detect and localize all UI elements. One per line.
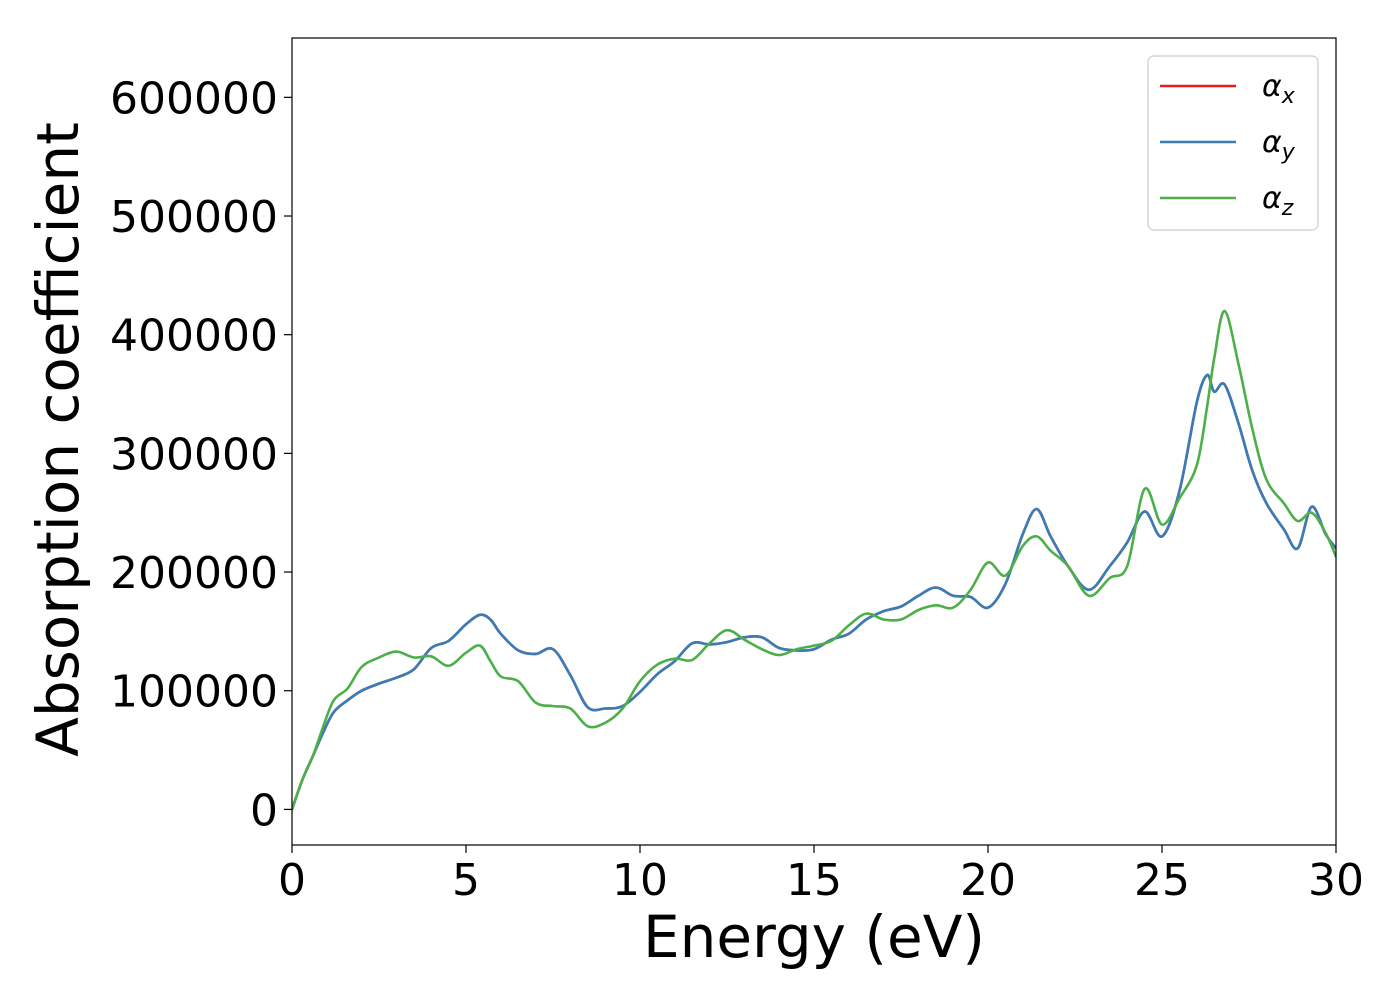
y-tick-label: 0 <box>250 785 278 836</box>
y-axis: 0 100000 200000 300000 400000 500000 600000 <box>110 73 292 836</box>
x-axis: 0 5 10 15 20 25 30 <box>278 845 1364 906</box>
legend-label-alpha-x: αx <box>1262 69 1296 109</box>
legend: αx αy αz <box>1147 55 1319 231</box>
series-line-alpha-y <box>292 373 1336 811</box>
x-tick-label: 10 <box>612 855 668 906</box>
legend-label-alpha-y: αy <box>1262 125 1296 165</box>
y-tick-label: 100000 <box>110 667 278 718</box>
x-tick-label: 15 <box>786 855 842 906</box>
x-tick-label: 30 <box>1308 855 1364 906</box>
x-tick-label: 0 <box>278 855 306 906</box>
y-tick-label: 400000 <box>110 311 278 362</box>
y-tick-label: 500000 <box>110 192 278 243</box>
x-tick-label: 5 <box>452 855 480 906</box>
x-tick-label: 20 <box>960 855 1016 906</box>
x-axis-title: Energy (eV) <box>643 903 985 971</box>
series-line-alpha-z <box>292 309 1336 811</box>
series-line-alpha-x <box>292 373 1336 811</box>
x-tick-label: 25 <box>1134 855 1190 906</box>
y-tick-label: 300000 <box>110 429 278 480</box>
series-layer <box>292 309 1336 811</box>
y-tick-label: 600000 <box>110 73 278 124</box>
legend-label-alpha-z: αz <box>1262 181 1294 221</box>
y-tick-label: 200000 <box>110 548 278 599</box>
y-axis-title: Absorption coefficient <box>24 122 92 757</box>
